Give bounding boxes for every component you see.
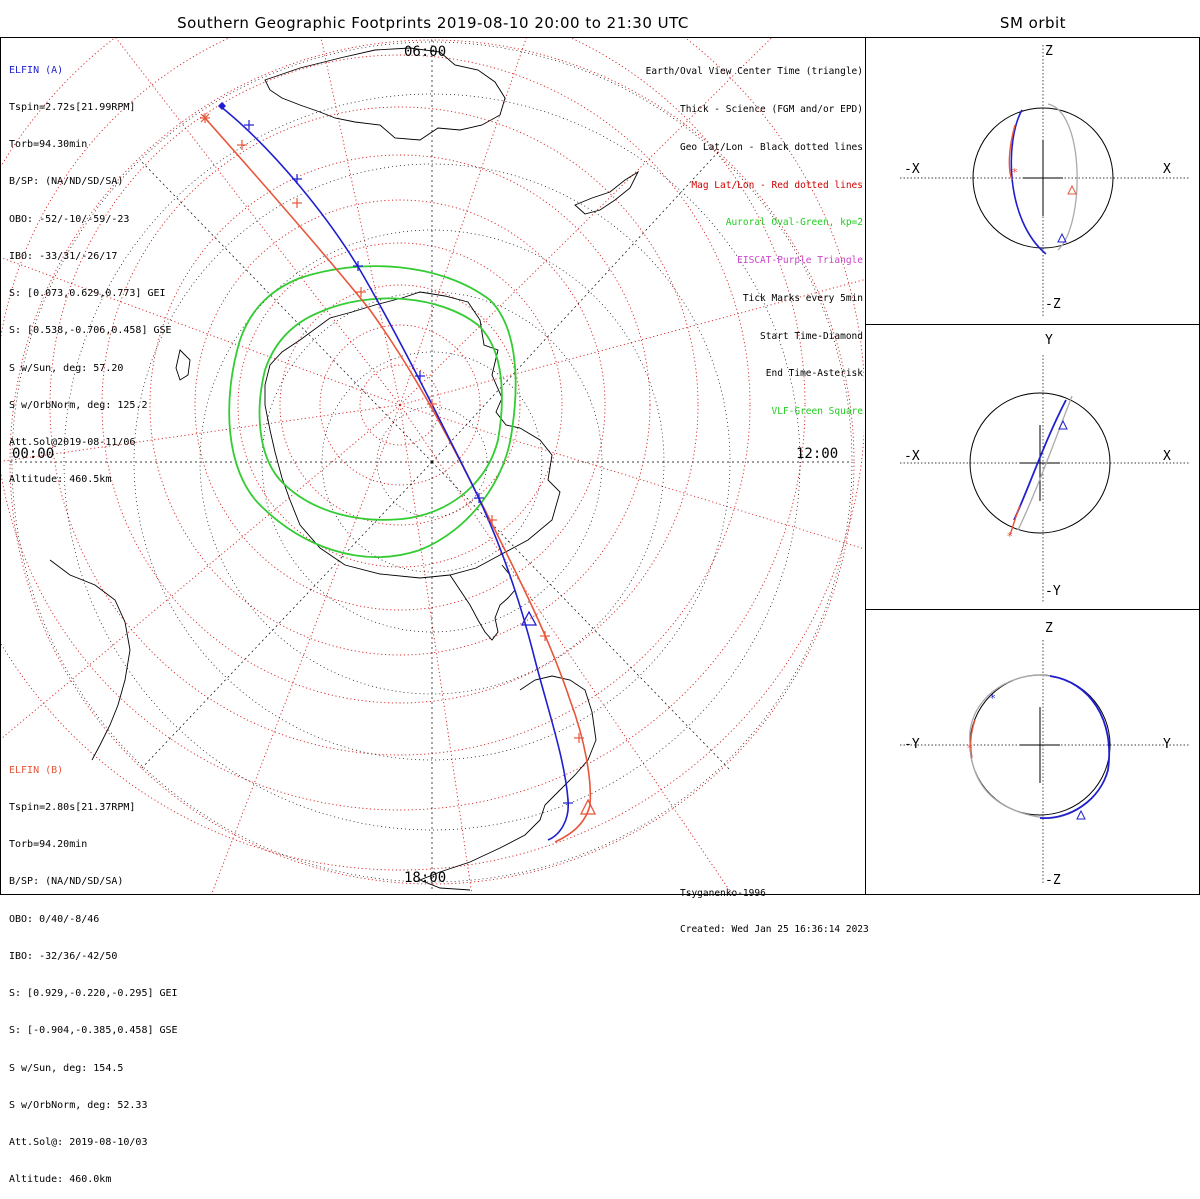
auroral-oval-inner [258, 297, 503, 521]
elfin-a-ticks [244, 120, 573, 808]
antarctica-coastline [264, 291, 561, 579]
legend-item: Tick Marks every 5min [742, 292, 863, 304]
legend-item: Geo Lat/Lon - Black dotted lines [679, 141, 863, 153]
panel3-right-label: Y [1163, 737, 1171, 752]
geo-longitude-lines [10, 40, 850, 890]
panel3-bottom-label: -Z [1045, 873, 1061, 888]
elfin-a-line: Altitude: 460.5km [9, 474, 112, 486]
horizon-circle [9, 39, 855, 885]
legend-item: Mag Lat/Lon - Red dotted lines [691, 179, 863, 191]
svg-text:*: * [1007, 530, 1013, 543]
elfin-a-line: Torb=94.30min [9, 139, 88, 151]
south-america-coastline [418, 675, 597, 891]
elfin-b-info: ELFIN (B) Tspin=2.80s[21.37RPM] Torb=94.… [9, 740, 178, 1199]
credit-created: Created: Wed Jan 25 16:36:14 2023 [680, 924, 869, 935]
elfin-a-line: Att.Sol@2019-08-11/06 [9, 437, 136, 448]
elfin-b-line: Tspin=2.80s[21.37RPM] [9, 802, 136, 814]
elfin-b-line: S w/OrbNorm, deg: 52.33 [9, 1099, 148, 1111]
elfin-b-line: Torb=94.20min [9, 839, 88, 851]
panel3-left-label: -Y [904, 737, 920, 752]
elfin-a-header: ELFIN (A) [9, 64, 64, 76]
sm-panel-xz: * [900, 45, 1190, 318]
elfin-a-line: S: [0.073,0.629,0.773] GEI [9, 288, 166, 300]
legend-item: Auroral Oval-Green, kp=2 [725, 217, 863, 229]
polar-map [1, 38, 864, 894]
elfin-a-start-diamond [218, 102, 226, 110]
africa-coastline [49, 559, 131, 761]
time-label-left: 00:00 [12, 446, 55, 462]
legend-item: Thick - Science (FGM and/or EPD) [679, 103, 863, 115]
plot-title: Southern Geographic Footprints 2019-08-1… [177, 14, 689, 32]
madagascar-coastline [175, 349, 191, 381]
legend: Earth/Oval View Center Time (triangle) T… [646, 41, 863, 431]
panel1-top-label: Z [1045, 44, 1053, 59]
sm-orbit-title: SM orbit [999, 14, 1067, 32]
legend-item: End Time-Asterisk [765, 368, 863, 380]
elfin-b-ticks [237, 140, 584, 743]
sm-panel-yz: * * [900, 640, 1190, 885]
peninsula-coastline [449, 564, 516, 641]
new-zealand-coastline [574, 170, 640, 215]
credit-model: Tsyganenko-1996 [680, 888, 766, 899]
elfin-b-footprint [204, 117, 592, 843]
credit: Tsyganenko-1996 Created: Wed Jan 25 16:3… [680, 864, 869, 948]
elfin-a-line: S: [0.538,-0.706,0.458] GSE [9, 325, 172, 337]
elfin-b-line: IBO: -32/36/-42/50 [9, 950, 118, 962]
legend-item: VLF-Green Square [771, 406, 863, 418]
elfin-b-line: S: [0.929,-0.220,-0.295] GEI [9, 988, 178, 1000]
panel2-bottom-label: -Y [1045, 584, 1061, 599]
elfin-b-line: B/SP: (NA/ND/SD/SA) [9, 876, 124, 888]
elfin-b-line: Att.Sol@: 2019-08-10/03 [9, 1137, 148, 1148]
elfin-a-info: ELFIN (A) Tspin=2.72s[21.99RPM] Torb=94.… [9, 40, 172, 499]
elfin-a-line: Tspin=2.72s[21.99RPM] [9, 102, 136, 114]
sm-panel-xy: * [900, 355, 1190, 602]
elfin-a-line: B/SP: (NA/ND/SD/SA) [9, 176, 124, 188]
panel2-right-label: X [1163, 449, 1171, 464]
panel2-left-label: -X [904, 449, 920, 464]
panel2-top-label: Y [1045, 333, 1053, 348]
mag-longitude-lines [1, 38, 864, 894]
mag-latitude-circles [1, 38, 864, 871]
elfin-b-line: S: [-0.904,-0.385,0.458] GSE [9, 1025, 178, 1037]
legend-item: EISCAT-Purple Triangle [737, 255, 863, 267]
panel1-bottom-label: -Z [1045, 297, 1061, 312]
panel1-left-label: -X [904, 162, 920, 177]
elfin-b-start-asterisk [200, 113, 210, 123]
elfin-b-center-triangle [579, 798, 597, 815]
elfin-b-header: ELFIN (B) [9, 764, 64, 776]
legend-item: Start Time-Diamond [760, 330, 863, 342]
elfin-a-line: S w/Sun, deg: 57.20 [9, 362, 124, 374]
time-label-top: 06:00 [404, 44, 447, 60]
svg-text:*: * [990, 692, 996, 705]
elfin-b-line: OBO: 0/40/-8/46 [9, 913, 100, 925]
svg-text:*: * [967, 742, 973, 755]
legend-item: Earth/Oval View Center Time (triangle) [645, 66, 863, 78]
elfin-a-line: IBO: -33/31/-26/17 [9, 250, 118, 262]
elfin-a-center-triangle [520, 610, 538, 626]
elfin-a-line: OBO: -52/-10/-59/-23 [9, 213, 130, 225]
elfin-b-line: Altitude: 460.0km [9, 1174, 112, 1186]
elfin-b-line: S w/Sun, deg: 154.5 [9, 1062, 124, 1074]
elfin-a-line: S w/OrbNorm, deg: 125.2 [9, 399, 148, 411]
australia-coastline [264, 47, 506, 141]
elfin-a-footprint [219, 105, 570, 841]
panel3-top-label: Z [1045, 621, 1053, 636]
time-label-right: 12:00 [796, 446, 839, 462]
time-label-bottom: 18:00 [404, 870, 447, 886]
auroral-oval-outer [228, 265, 517, 558]
plot-canvas: * * * * [1, 38, 1190, 894]
panel1-right-label: X [1163, 162, 1171, 177]
svg-text:*: * [1012, 166, 1018, 179]
